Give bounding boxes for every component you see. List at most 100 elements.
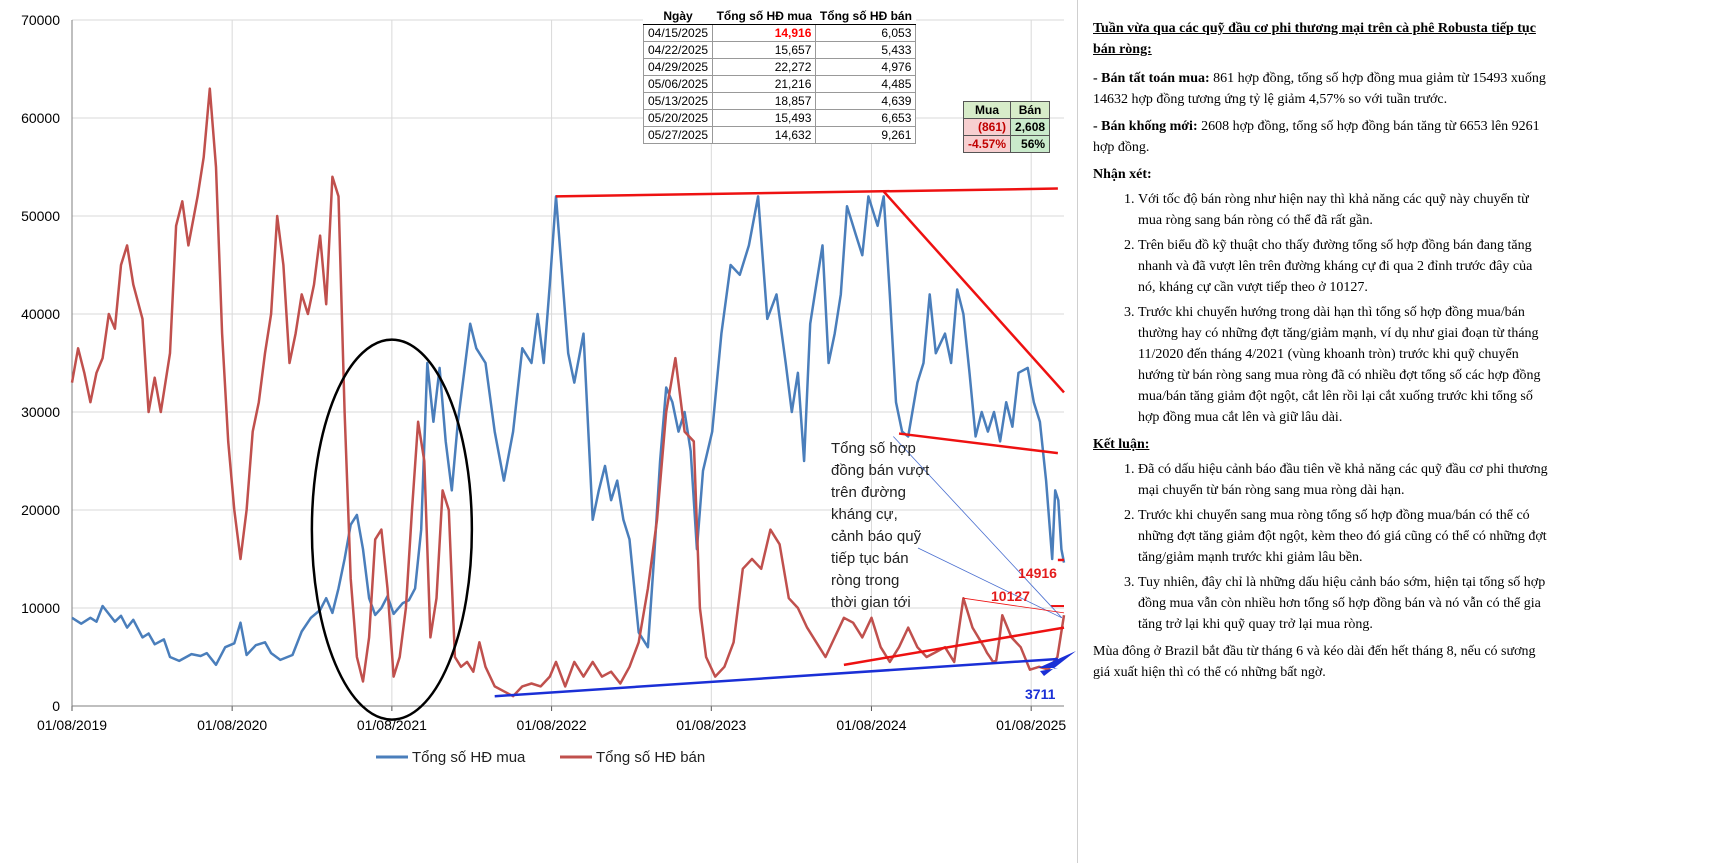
x-tick-label: 01/08/2022 — [517, 717, 587, 733]
annotation-note-line: cảnh báo quỹ — [831, 528, 922, 545]
table-header-cell: Tổng số HĐ mua — [712, 8, 816, 25]
table-row: 04/29/2025 22,272 4,976 — [642, 58, 917, 76]
mua-change: (861) — [962, 118, 1012, 136]
legend-label: Tổng số HĐ mua — [412, 749, 526, 766]
y-tick-label: 10000 — [21, 600, 60, 616]
table-cell: 6,053 — [815, 24, 917, 42]
table-header-row: Ngày Tổng số HĐ mua Tổng số HĐ bán — [643, 8, 916, 25]
annotation-note-line: thời gian tới — [831, 594, 911, 611]
pointer-line — [917, 547, 1062, 619]
x-tick-label: 01/08/2024 — [836, 717, 906, 733]
annotation-note-line: tiếp tục bán — [831, 550, 909, 567]
y-tick-label: 0 — [52, 698, 60, 714]
pointer-line — [963, 597, 1065, 614]
table-row: Mua Bán — [962, 101, 1051, 119]
list-item: Trước khi chuyển sang mua ròng tổng số h… — [1138, 505, 1548, 568]
table-row: 04/22/2025 15,657 5,433 — [642, 41, 917, 59]
x-tick-label: 01/08/2025 — [996, 717, 1066, 733]
remarks-list: Với tốc độ bán ròng như hiện nay thì khả… — [1093, 189, 1548, 428]
x-tick-label: 01/08/2023 — [676, 717, 746, 733]
list-item: Tuy nhiên, đây chỉ là những dấu hiệu cản… — [1138, 572, 1548, 635]
commentary-paragraph: - Bán khống mới: 2608 hợp đồng, tổng số … — [1093, 116, 1548, 158]
trendline-top-down — [882, 190, 1065, 394]
y-tick-label: 50000 — [21, 208, 60, 224]
trendline-blue-support — [494, 657, 1058, 698]
trendline-sell-up — [843, 626, 1065, 667]
list-item: Với tốc độ bán ròng như hiện nay thì khả… — [1138, 189, 1548, 231]
label-10127: 10127 — [991, 588, 1030, 604]
table-cell: 14,916 — [712, 24, 817, 42]
ban-change: 2,608 — [1010, 118, 1051, 136]
commentary-panel: Tuần vừa qua các quỹ đầu cơ phi thương m… — [1093, 18, 1548, 689]
weekly-data-table: Ngày Tổng số HĐ mua Tổng số HĐ bán 04/15… — [642, 8, 917, 144]
y-tick-label: 30000 — [21, 404, 60, 420]
table-cell: 05/27/2025 — [642, 126, 714, 144]
list-item: Trước khi chuyển hướng trong dài hạn thì… — [1138, 302, 1548, 428]
y-tick-label: 70000 — [21, 12, 60, 28]
table-cell: 04/22/2025 — [642, 41, 714, 59]
x-tick-label: 01/08/2020 — [197, 717, 267, 733]
change-summary-table: Mua Bán (861) 2,608 -4.57% 56% — [962, 101, 1051, 153]
cot-line-chart: 0 10000 20000 30000 40000 50000 60000 70000 01/0… — [21, 12, 1076, 766]
table-cell: 04/29/2025 — [642, 58, 714, 76]
table-cell: 4,639 — [815, 92, 917, 110]
commentary-heading: Tuần vừa qua các quỹ đầu cơ phi thương m… — [1093, 21, 1536, 57]
table-header-cell: Tổng số HĐ bán — [815, 8, 916, 25]
mua-percent: -4.57% — [962, 135, 1012, 153]
conclusion-list: Đã có dấu hiệu cảnh báo đầu tiên về khả … — [1093, 459, 1548, 635]
ban-percent: 56% — [1010, 135, 1051, 153]
footer-note: Mùa đông ở Brazil bắt đầu từ tháng 6 và … — [1093, 644, 1536, 680]
table-cell: 4,485 — [815, 75, 917, 93]
table-cell: 05/13/2025 — [642, 92, 714, 110]
mua-header: Mua — [962, 101, 1012, 119]
table-row: 05/06/2025 21,216 4,485 — [642, 75, 917, 93]
table-cell: 21,216 — [712, 75, 817, 93]
paragraph-lead: - Bán khống mới: — [1093, 119, 1198, 134]
annotation-note-line: ròng trong — [831, 572, 899, 589]
y-tick-label: 20000 — [21, 502, 60, 518]
table-row: 04/15/2025 14,916 6,053 — [642, 24, 917, 42]
table-cell: 18,857 — [712, 92, 817, 110]
highlight-ellipse — [310, 338, 474, 721]
chart-panel: 0 10000 20000 30000 40000 50000 60000 70000 01/0… — [21, 0, 1078, 863]
table-row: 05/27/2025 14,632 9,261 — [642, 126, 917, 144]
table-cell: 04/15/2025 — [642, 24, 714, 42]
table-cell: 05/20/2025 — [642, 109, 714, 127]
table-cell: 15,657 — [712, 41, 817, 59]
annotation-note-line: đồng bán vượt — [831, 462, 930, 479]
label-3711: 3711 — [1025, 686, 1056, 702]
list-item: Trên biểu đồ kỹ thuật cho thấy đường tổn… — [1138, 235, 1548, 298]
remarks-title: Nhận xét: — [1093, 167, 1152, 182]
table-row: 05/20/2025 15,493 6,653 — [642, 109, 917, 127]
annotation-note-line: Tổng số hợp — [831, 440, 916, 457]
x-tick-label: 01/08/2021 — [357, 717, 427, 733]
table-cell: 15,493 — [712, 109, 817, 127]
table-row: (861) 2,608 — [962, 118, 1051, 136]
commentary-paragraph: - Bán tất toán mua: 861 hợp đồng, tổng s… — [1093, 68, 1548, 110]
table-header-cell: Ngày — [643, 8, 713, 25]
paragraph-text: 2608 hợp đồng, tổng số hợp đồng bán tăng… — [1093, 119, 1540, 155]
table-cell: 22,272 — [712, 58, 817, 76]
paragraph-lead: - Bán tất toán mua: — [1093, 71, 1210, 86]
table-cell: 4,976 — [815, 58, 917, 76]
annotation-note-line: kháng cự, — [831, 506, 898, 523]
table-cell: 05/06/2025 — [642, 75, 714, 93]
pointer-line — [893, 436, 1063, 619]
buy-series-line — [71, 195, 1066, 667]
table-cell: 9,261 — [815, 126, 917, 144]
list-item: Đã có dấu hiệu cảnh báo đầu tiên về khả … — [1138, 459, 1548, 501]
annotation-note-line: trên đường — [831, 484, 906, 501]
table-row: 05/13/2025 18,857 4,639 — [642, 92, 917, 110]
blue-arrow-icon — [1038, 651, 1076, 676]
legend-label: Tổng số HĐ bán — [596, 749, 705, 766]
y-tick-label: 60000 — [21, 110, 60, 126]
x-tick-label: 01/08/2019 — [37, 717, 107, 733]
sell-series-line — [70, 87, 1066, 698]
conclusion-title: Kết luận: — [1093, 437, 1150, 452]
trendline-mid-down — [898, 432, 1059, 455]
table-row: -4.57% 56% — [962, 135, 1051, 153]
trendline-resistance — [555, 187, 1058, 198]
label-14916: 14916 — [1018, 565, 1057, 581]
table-cell: 5,433 — [815, 41, 917, 59]
table-cell: 6,653 — [815, 109, 917, 127]
